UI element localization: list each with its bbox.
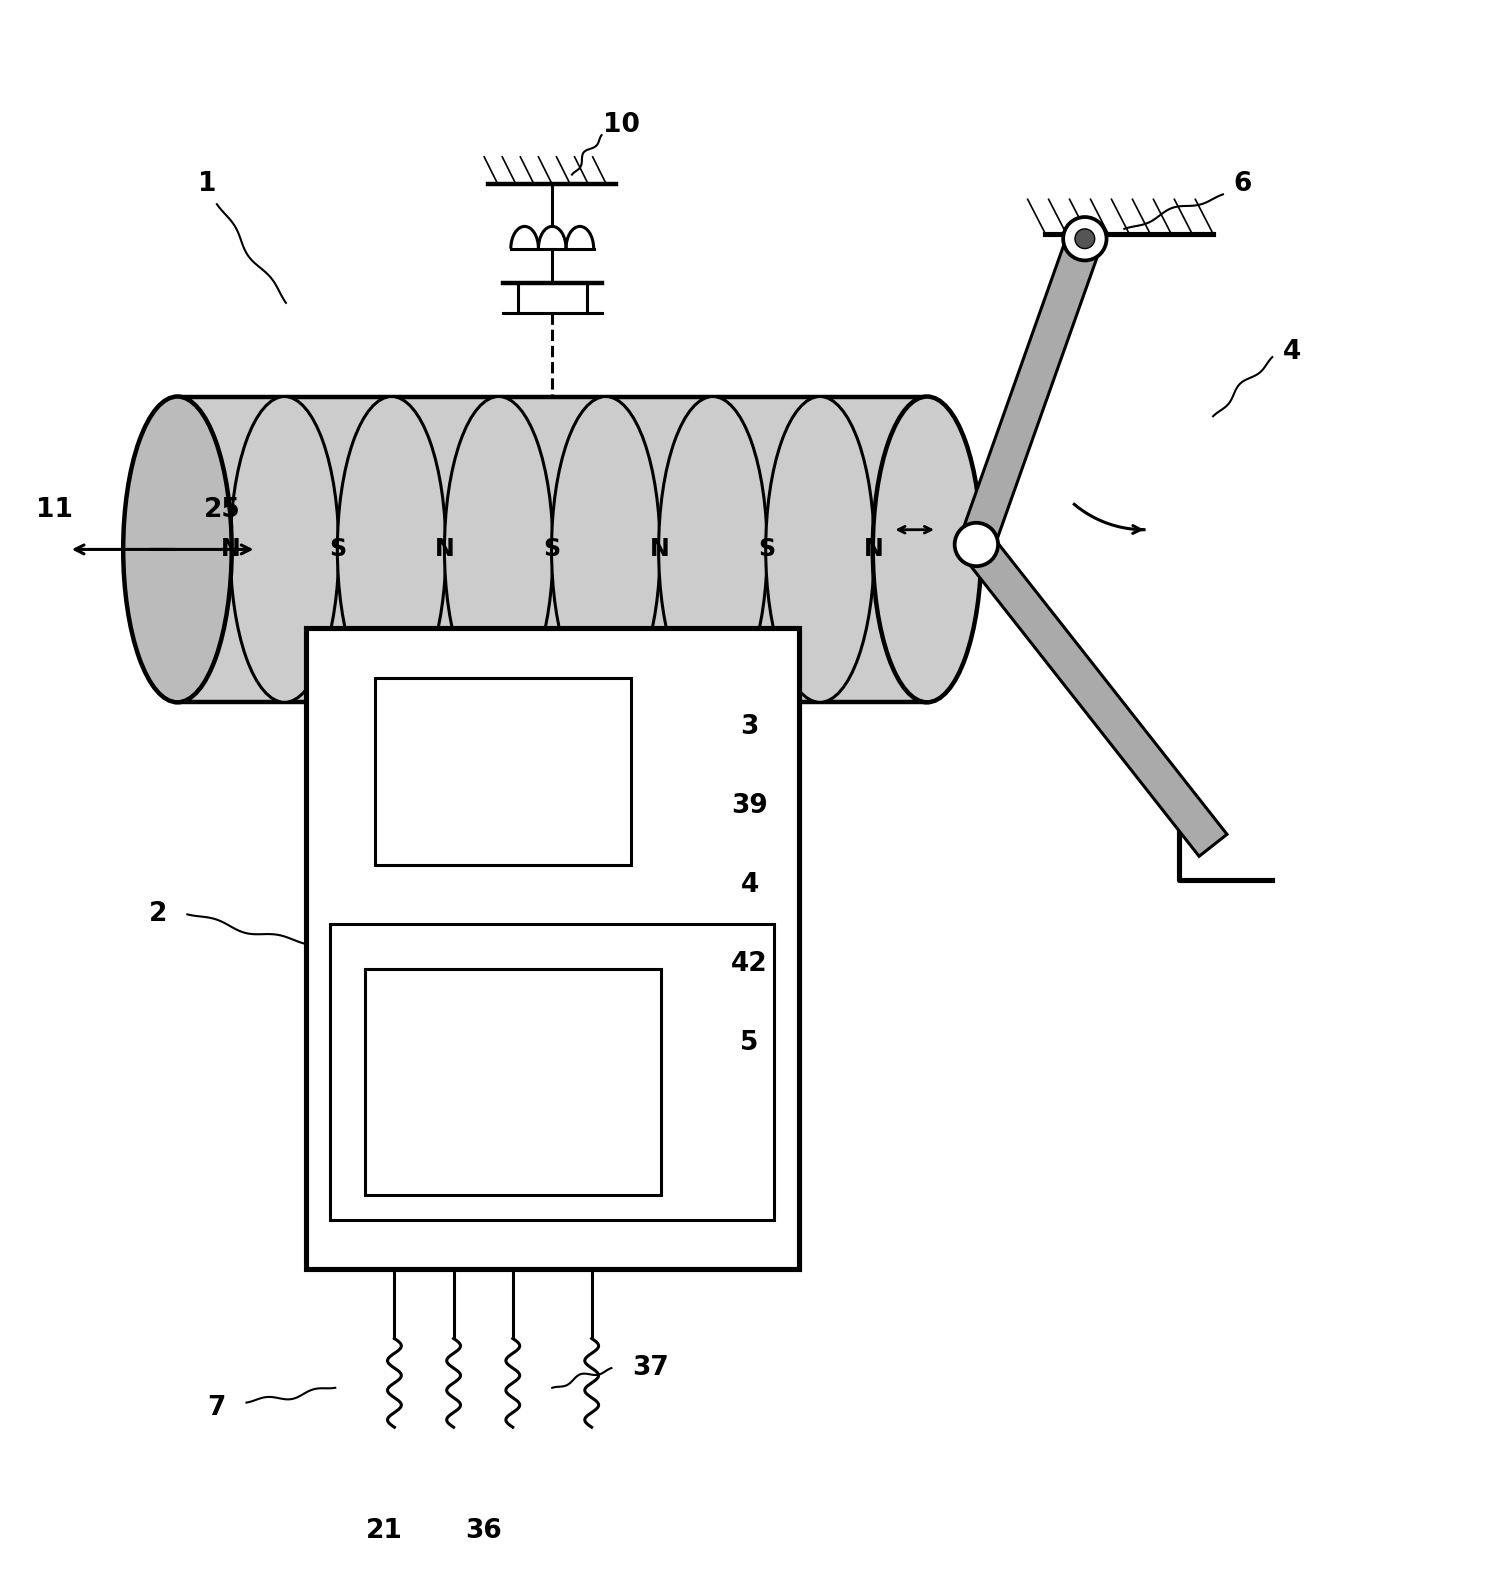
Text: 39: 39 bbox=[732, 793, 767, 818]
Ellipse shape bbox=[444, 396, 553, 702]
Text: S: S bbox=[758, 538, 775, 562]
Bar bbox=[330, 925, 773, 1219]
Polygon shape bbox=[177, 396, 926, 702]
Text: S: S bbox=[544, 538, 561, 562]
Text: 10: 10 bbox=[603, 113, 640, 139]
Text: 2: 2 bbox=[148, 901, 166, 928]
Text: N: N bbox=[435, 538, 456, 562]
Polygon shape bbox=[959, 232, 1102, 551]
Text: N: N bbox=[222, 538, 241, 562]
Circle shape bbox=[955, 522, 998, 567]
Circle shape bbox=[1063, 217, 1106, 261]
Text: 21: 21 bbox=[366, 1517, 403, 1544]
Ellipse shape bbox=[231, 396, 339, 702]
Ellipse shape bbox=[872, 396, 982, 702]
Text: 1: 1 bbox=[198, 172, 216, 197]
Text: 4: 4 bbox=[741, 872, 758, 898]
Polygon shape bbox=[962, 533, 1228, 856]
Bar bbox=[375, 678, 631, 864]
Text: 42: 42 bbox=[732, 950, 767, 976]
Text: 25: 25 bbox=[204, 497, 240, 522]
Text: S: S bbox=[330, 538, 346, 562]
Text: 11: 11 bbox=[36, 497, 72, 522]
Bar bbox=[306, 629, 799, 1269]
Text: 6: 6 bbox=[1234, 172, 1252, 197]
Text: 36: 36 bbox=[465, 1517, 502, 1544]
Ellipse shape bbox=[337, 396, 445, 702]
Ellipse shape bbox=[658, 396, 767, 702]
Text: 7: 7 bbox=[208, 1395, 226, 1420]
Text: 37: 37 bbox=[633, 1355, 669, 1382]
Text: 5: 5 bbox=[741, 1030, 758, 1055]
Ellipse shape bbox=[552, 396, 660, 702]
Text: N: N bbox=[863, 538, 883, 562]
Text: 4: 4 bbox=[1283, 339, 1301, 365]
Circle shape bbox=[1075, 229, 1094, 248]
Bar bbox=[364, 968, 661, 1196]
Ellipse shape bbox=[766, 396, 874, 702]
Ellipse shape bbox=[123, 396, 232, 702]
Text: 3: 3 bbox=[741, 713, 758, 740]
Text: N: N bbox=[649, 538, 669, 562]
